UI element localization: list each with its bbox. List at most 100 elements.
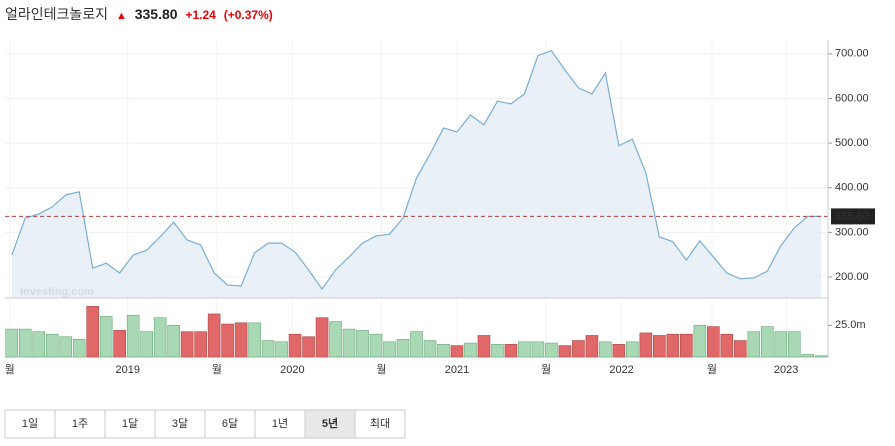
volume-bar: [558, 345, 572, 358]
volume-bar: [585, 335, 599, 358]
range-button[interactable]: [354, 409, 406, 439]
y-tick-label: 600.00: [835, 92, 869, 104]
volume-bar: [423, 340, 437, 358]
range-button[interactable]: [154, 409, 206, 439]
y-tick-label: 300.00: [835, 226, 869, 238]
volume-bar: [707, 326, 720, 358]
volume-bar: [693, 325, 707, 358]
volume-bar: [545, 342, 558, 358]
y-tick-label: 500.00: [835, 137, 869, 149]
volume-tick-label: 25.0m: [835, 319, 866, 331]
range-button-label[interactable]: 최대: [370, 417, 390, 430]
x-tick-label: 2020: [280, 364, 304, 376]
volume-bar: [450, 345, 464, 358]
volume-bar: [302, 336, 315, 358]
volume-bar: [760, 326, 774, 358]
volume-bar: [599, 341, 612, 358]
x-tick-label: 2022: [609, 364, 633, 376]
volume-bar: [18, 328, 32, 358]
range-button-label[interactable]: 1달: [122, 417, 138, 430]
volume-bar: [396, 338, 410, 358]
range-button-label[interactable]: 5년: [322, 416, 338, 430]
volume-bar: [99, 316, 113, 358]
volume-bar: [315, 317, 329, 358]
volume-bar: [477, 335, 491, 358]
range-button-label[interactable]: 1일: [22, 416, 38, 430]
volume-bar: [491, 344, 504, 358]
volume-bar: [5, 328, 19, 358]
y-tick-label: 400.00: [835, 182, 869, 194]
up-arrow: ▲: [115, 10, 127, 22]
last-price-label: 335.80: [835, 210, 869, 222]
volume-bar: [464, 342, 477, 358]
volume-bar: [437, 344, 450, 358]
change: +1.24: [185, 8, 216, 22]
volume-bar: [59, 336, 73, 358]
volume-bar: [612, 344, 626, 358]
x-tick-label: 월: [707, 363, 717, 376]
volume-bar: [518, 341, 531, 358]
volume-bar: [194, 331, 207, 358]
volume-bar: [383, 341, 396, 358]
volume-bar: [531, 341, 545, 358]
volume-bar: [734, 340, 747, 358]
volume-bar: [653, 335, 666, 358]
volume-bar: [787, 331, 801, 358]
volume-bar: [261, 340, 275, 358]
x-tick-label: 월: [5, 363, 15, 376]
header: 얼라인테크놀로지 ▲ 335.80 +1.24 (+0.37%): [5, 4, 277, 24]
volume-bar: [814, 355, 828, 358]
volume-bar: [86, 306, 99, 358]
volume-bar: [504, 344, 518, 358]
y-tick-label: 700.00: [835, 48, 869, 60]
volume-bar: [720, 333, 734, 358]
volume-bar: [410, 331, 423, 358]
volume-bar: [72, 338, 86, 358]
price-line: [11, 49, 822, 291]
volume-bar: [572, 340, 585, 358]
volume-bar: [140, 331, 153, 358]
x-tick-label: 월: [212, 363, 222, 376]
volume-bar: [234, 322, 248, 358]
x-tick-label: 2019: [116, 364, 140, 376]
price: 335.80: [134, 6, 178, 22]
x-tick-label: 월: [376, 363, 386, 376]
volume-bar: [32, 331, 46, 358]
change-percent: (+0.37%): [223, 8, 273, 22]
volume-bar: [275, 341, 288, 358]
volume-bar: [626, 341, 639, 358]
volume-bar: [207, 313, 221, 358]
volume-bar: [126, 314, 140, 358]
range-button-label[interactable]: 3달: [172, 417, 188, 430]
volume-bar: [167, 325, 180, 358]
volume-bar: [288, 333, 302, 358]
range-button-label[interactable]: 1년: [272, 417, 288, 430]
range-button[interactable]: [304, 409, 356, 439]
range-button-label[interactable]: 6달: [222, 417, 238, 430]
volume-bar: [774, 331, 788, 358]
volume-bar: [666, 333, 680, 358]
volume-bar: [153, 317, 167, 358]
volume-bar: [747, 331, 761, 358]
volume-bar: [45, 333, 59, 358]
price-area: [11, 50, 822, 299]
range-button-label[interactable]: 1주: [72, 418, 88, 430]
volume-bar: [680, 333, 693, 358]
y-tick-label: 200.00: [835, 271, 869, 283]
volume-bar: [356, 330, 369, 358]
last-price-box: [831, 208, 875, 225]
range-button[interactable]: [54, 409, 106, 439]
volume-bar: [248, 322, 261, 358]
stock-title: 얼라인테크놀로지: [5, 6, 109, 22]
x-tick-label: 월: [541, 363, 551, 376]
volume-bar: [329, 321, 342, 358]
volume-bar: [639, 332, 653, 358]
range-button[interactable]: [254, 409, 306, 439]
volume-bar: [113, 330, 126, 358]
volume-bar: [369, 333, 383, 358]
x-tick-label: 2023: [774, 364, 798, 376]
volume-bar: [342, 328, 356, 358]
x-tick-label: 2021: [445, 364, 469, 376]
